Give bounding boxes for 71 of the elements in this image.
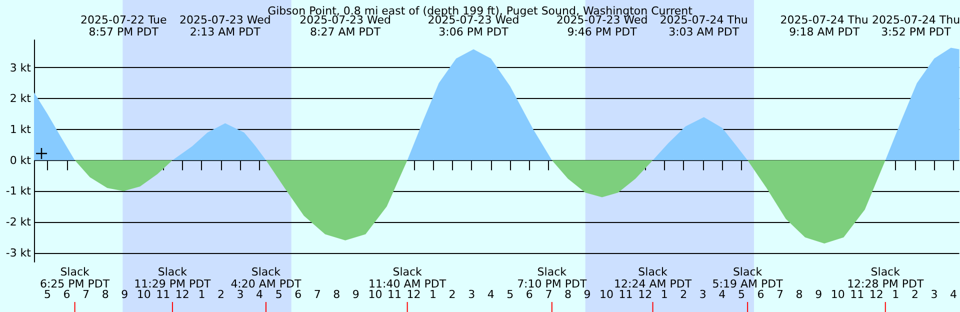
text: 2025-07-23 Wed 3:06 PM PDT <box>428 14 520 38</box>
x-tick-label: 10 <box>600 288 614 301</box>
annotation: Slack 6:25 PM PDT <box>40 266 110 290</box>
x-tick-label: 3 <box>699 288 706 301</box>
x-tick-label: 6 <box>526 288 533 301</box>
text: 2025-07-23 Wed 9:46 PM PDT <box>556 14 648 38</box>
x-tick-label: 11 <box>156 288 170 301</box>
x-tick-label: 7 <box>776 288 784 301</box>
x-tick-label: 3 <box>930 288 938 301</box>
y-tick-label: -2 kt <box>6 215 32 228</box>
x-tick-label: 7 <box>314 288 321 301</box>
text: 2025-07-24 Thu 3:52 PM PDT <box>872 14 960 38</box>
annotation: Slack 4:20 AM PDT <box>230 266 302 290</box>
x-tick-label: 8 <box>333 288 340 301</box>
x-tick-label: 10 <box>830 288 845 301</box>
x-tick-label: 7 <box>545 288 552 301</box>
x-tick-label: 4 <box>256 288 264 301</box>
y-tick-label: 3 kt <box>10 61 32 74</box>
y-tick-label: 1 kt <box>10 122 32 136</box>
x-tick-label: 5 <box>44 288 51 301</box>
annotation: Slack 11:29 PM PDT <box>134 266 212 290</box>
x-tick-label: 12 <box>869 288 884 301</box>
annotation: Slack 12:24 AM PDT <box>614 266 692 290</box>
text: 2025-07-23 Wed 2:13 AM PDT <box>179 14 271 38</box>
x-tick-label: 9 <box>584 288 591 301</box>
x-tick-label: 2 <box>680 288 688 301</box>
x-tick-label: 9 <box>352 288 360 301</box>
x-tick-label: 4 <box>487 288 494 301</box>
x-tick-label: 12 <box>406 288 421 301</box>
x-tick-label: 5 <box>275 288 282 301</box>
y-tick-label: 0 kt <box>10 154 32 167</box>
x-tick-label: 3 <box>236 288 244 301</box>
x-tick-label: 4 <box>718 288 726 301</box>
x-tick-label: 5 <box>506 288 514 301</box>
x-tick-label: 12 <box>175 288 190 301</box>
annotation: Slack 12:28 PM PDT <box>847 266 924 290</box>
x-tick-label: 1 <box>198 288 206 301</box>
y-tick-label: 2 kt <box>10 92 32 106</box>
x-tick-label: 8 <box>564 288 572 301</box>
x-tick-label: 11 <box>850 288 864 301</box>
x-tick-label: 1 <box>660 288 668 301</box>
x-tick-label: 7 <box>82 288 90 301</box>
x-tick-label: 9 <box>815 288 822 301</box>
x-tick-label: 1 <box>430 288 437 301</box>
x-tick-label: 6 <box>757 288 764 301</box>
x-tick-label: 9 <box>121 288 128 301</box>
x-tick-label: 6 <box>63 288 70 301</box>
x-tick-label: 10 <box>136 288 151 301</box>
x-tick-label: 2 <box>911 288 918 301</box>
x-tick-label: 5 <box>738 288 745 301</box>
text: 2025-07-23 Wed 8:27 AM PDT <box>300 14 392 38</box>
x-tick-label: 8 <box>102 288 109 301</box>
x-tick-label: 3 <box>468 288 476 301</box>
text: 2025-07-24 Thu 9:18 AM PDT <box>780 14 868 38</box>
annotation: Slack 7:10 PM PDT <box>517 266 587 290</box>
text: 2025-07-24 Thu 3:03 AM PDT <box>660 14 748 38</box>
y-tick-label: -1 kt <box>6 184 32 198</box>
x-tick-label: 1 <box>892 288 900 301</box>
x-tick-label: 2 <box>448 288 456 301</box>
x-tick-label: 6 <box>294 288 302 301</box>
annotation: Slack 11:40 AM PDT <box>368 266 446 290</box>
x-tick-label: 11 <box>618 288 633 301</box>
text: 2025-07-22 Tue 8:57 PM PDT <box>80 14 167 38</box>
annotation: Slack 5:19 AM PDT <box>712 266 784 290</box>
x-tick-label: 8 <box>796 288 803 301</box>
x-tick-label: 4 <box>950 288 957 301</box>
x-tick-label: 12 <box>638 288 652 301</box>
y-tick-label: -3 kt <box>6 246 32 260</box>
x-tick-label: 2 <box>217 288 224 301</box>
x-tick-label: 11 <box>387 288 402 301</box>
x-tick-label: 10 <box>368 288 382 301</box>
